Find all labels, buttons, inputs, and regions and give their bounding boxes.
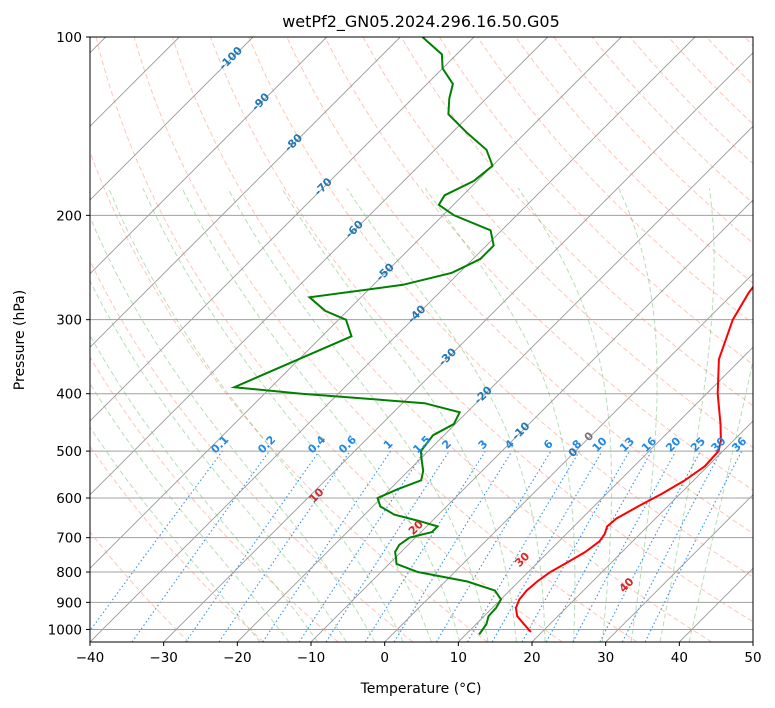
dry-adiabat-line (90, 150, 488, 642)
x-tick-label: 0 (380, 650, 389, 666)
mixing-ratio-line (644, 450, 743, 642)
isotherm-line (90, 37, 549, 496)
dry-adiabat-line (210, 37, 753, 623)
dry-adiabat-line (477, 37, 753, 325)
x-tick-label: −30 (149, 650, 178, 666)
isotherm-line (90, 37, 622, 569)
temperature-profile-line (514, 285, 753, 633)
mixing-ratio-line (131, 450, 270, 642)
y-axis-label: Pressure (hPa) (12, 290, 28, 390)
dry-adiabat-line (90, 259, 414, 642)
y-tick-label: 700 (56, 531, 82, 547)
y-tick-label: 1000 (48, 622, 82, 638)
y-tick-label: 900 (56, 595, 82, 611)
moist-adiabat-line (90, 215, 376, 642)
dry-adiabat-line (438, 37, 753, 366)
plot-area (90, 37, 753, 642)
moist-adiabat-line (181, 187, 461, 642)
dry-adiabat-line (591, 37, 753, 204)
dry-adiabat-line (248, 37, 753, 578)
mixing-ratio-line (218, 450, 351, 642)
dry-adiabat-line (400, 37, 753, 407)
y-tick-label: 400 (56, 387, 82, 403)
chart-title: wetPf2_GN05.2024.296.16.50.G05 (282, 12, 560, 32)
isotherm-line (605, 494, 753, 642)
x-tick-label: 30 (597, 650, 614, 666)
y-tick-label: 100 (56, 30, 82, 46)
x-tick-label: 50 (744, 650, 761, 666)
dry-adiabat-line (324, 37, 753, 491)
isotherm-line (531, 420, 753, 642)
mixing-ratio-line (572, 450, 677, 642)
isotherm-line (457, 346, 753, 642)
y-tick-label: 500 (56, 444, 82, 460)
dry-adiabat-line (133, 37, 638, 642)
x-tick-label: −10 (297, 650, 326, 666)
x-tick-label: 40 (671, 650, 688, 666)
moist-adiabat-line (517, 187, 613, 642)
isotherm-line (310, 199, 753, 642)
isotherm-line (384, 273, 753, 642)
moist-adiabat-line (424, 187, 576, 642)
moist-adiabat-line (90, 279, 347, 642)
moist-adiabat-line (90, 426, 261, 642)
plot-frame (89, 36, 754, 643)
dry-adiabat-line (90, 356, 339, 642)
moist-adiabat-line (346, 187, 546, 642)
mixing-ratio-line (262, 450, 392, 642)
x-tick-label: −20 (223, 650, 252, 666)
x-tick-label: 20 (523, 650, 540, 666)
dry-adiabat-line (171, 37, 712, 642)
isotherm-line (236, 125, 753, 642)
mixing-ratio-line (298, 450, 425, 642)
moist-adiabat-line (659, 188, 715, 642)
mixing-ratio-line (393, 450, 513, 642)
isotherm-line (90, 37, 254, 201)
moist-adiabat-line (90, 382, 290, 642)
moist-adiabat-line (90, 334, 319, 642)
dry-adiabat-line (95, 37, 563, 642)
y-tick-label: 300 (56, 313, 82, 329)
y-tick-label: 800 (56, 565, 82, 581)
isotherm-line (90, 37, 475, 422)
isotherm-line (90, 37, 696, 642)
dry-adiabat-line (553, 37, 753, 244)
mixing-ratio-line (325, 450, 450, 642)
mixing-ratio-line (545, 450, 653, 642)
dry-adiabat-line (90, 531, 190, 642)
moist-adiabat-line (227, 187, 489, 642)
isotherm-line (90, 37, 401, 348)
y-tick-label: 600 (56, 491, 82, 507)
profiles (230, 37, 753, 636)
isotherm-line (752, 641, 753, 642)
dewpoint-profile-line (230, 37, 503, 636)
isotherm-line (90, 37, 328, 275)
x-tick-label: 10 (450, 650, 467, 666)
isotherm-line (163, 52, 753, 642)
moist-adiabat-line (142, 187, 432, 642)
x-axis-label: Temperature (°C) (360, 681, 482, 697)
dry-adiabat-line (286, 37, 753, 534)
mixing-ratio-line (90, 450, 223, 632)
y-tick-label: 200 (56, 208, 82, 224)
moist-adiabat-line (108, 188, 404, 642)
moist-adiabat-line (618, 187, 658, 642)
mixing-ratio-line (185, 450, 320, 642)
x-tick-label: −40 (76, 650, 105, 666)
